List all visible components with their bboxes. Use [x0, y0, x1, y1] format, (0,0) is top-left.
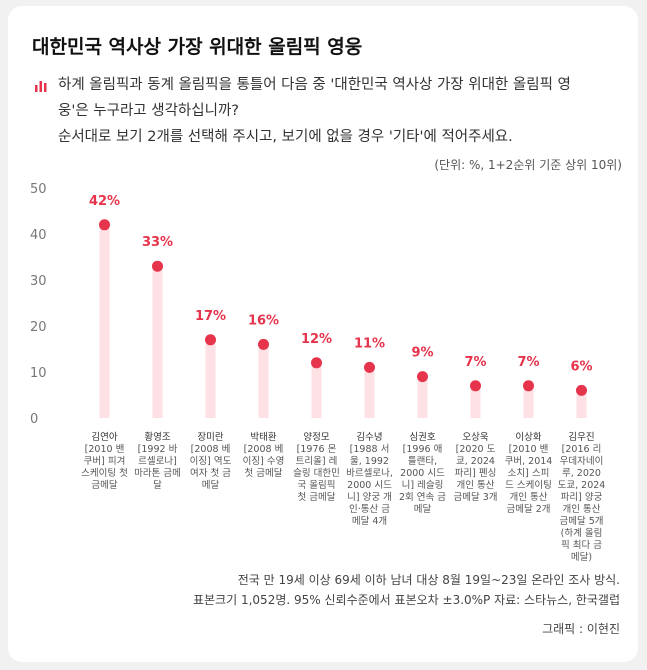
category-note: [2008 베이징] 수영 첫 금메달	[242, 444, 285, 479]
dot	[523, 380, 534, 392]
category-name: 박태환	[250, 432, 277, 443]
dot	[311, 357, 322, 369]
dot	[152, 260, 163, 272]
category-note: [2010 밴쿠버] 피겨 스케이팅 첫 금메달	[81, 444, 128, 491]
category-note: [2020 도쿄, 2024 파리] 펜싱 개인 통산 금메달 3개	[453, 444, 498, 503]
y-tick-label: 30	[30, 274, 47, 289]
bar	[470, 385, 481, 418]
bar	[311, 362, 322, 418]
value-label: 16%	[248, 313, 279, 328]
category-note: [2008 베이징] 역도 여자 첫 금메달	[189, 444, 232, 491]
category-label: 김수녕 [1988 서울, 1992 바르셀로나, 2000 시드니] 양궁 개인…	[346, 432, 394, 528]
value-label: 9%	[411, 346, 433, 361]
category-label: 장미란 [2008 베이징] 역도 여자 첫 금메달	[187, 432, 235, 492]
bar	[364, 367, 375, 418]
category-label: 양정모 [1976 몬트리올] 레슬링 대한민국 올림픽 첫 금메달	[293, 432, 341, 504]
value-label: 7%	[464, 355, 486, 370]
dot	[364, 361, 375, 373]
question: 하계 올림픽과 동계 올림픽을 통틀어 다음 중 '대한민국 역사상 가장 위대…	[58, 72, 571, 150]
category-note: [1992 바르셀로나] 마라톤 금메달	[134, 444, 181, 491]
category-note: [2010 밴쿠버, 2014 소치] 스피드 스케이팅 개인 통산 금메달 2…	[504, 444, 553, 515]
category-note: [1988 서울, 1992 바르셀로나, 2000 시드니] 양궁 개인·통산…	[346, 444, 393, 527]
value-label: 6%	[570, 359, 592, 374]
y-tick-label: 20	[30, 320, 47, 335]
value-label: 7%	[517, 355, 539, 370]
category-label: 이상화 [2010 밴쿠버, 2014 소치] 스피드 스케이팅 개인 통산 금메…	[505, 432, 553, 516]
value-label: 12%	[301, 332, 332, 347]
category-label: 황영조 [1992 바르셀로나] 마라톤 금메달	[134, 432, 182, 492]
y-tick-label: 0	[30, 412, 38, 427]
category-note: [1976 몬트리올] 레슬링 대한민국 올림픽 첫 금메달	[293, 444, 340, 503]
category-name: 이상화	[515, 432, 542, 443]
bar	[205, 339, 216, 418]
value-label: 42%	[89, 194, 120, 209]
category-name: 장미란	[197, 432, 224, 443]
footnote: 전국 만 19세 이상 69세 이하 남녀 대상 8월 19일~23일 온라인 …	[237, 573, 620, 587]
category-label: 김우진 [2016 리우데자네이루, 2020 도쿄, 2024 파리] 양궁 개…	[558, 432, 606, 564]
question-line: 하계 올림픽과 동계 올림픽을 통틀어 다음 중 '대한민국 역사상 가장 위대…	[58, 77, 571, 93]
dot	[258, 338, 269, 350]
chart: 0 10 20 30 40 50 42% 33% 17% 16% 12% 11% 9% 7% 7% 6%	[30, 182, 593, 427]
category-name: 김수녕	[356, 432, 383, 443]
dot	[417, 371, 428, 383]
category-label: 박태환 [2008 베이징] 수영 첫 금메달	[240, 432, 288, 480]
bar	[576, 390, 587, 418]
footnote: 표본크기 1,052명. 95% 신뢰수준에서 표본오차 ±3.0%P 자료: …	[193, 593, 620, 607]
y-tick-label: 10	[30, 366, 47, 381]
bar	[99, 224, 110, 418]
dot	[205, 334, 216, 346]
value-label: 17%	[195, 309, 226, 324]
category-name: 양정모	[303, 432, 330, 443]
category-name: 심권호	[409, 432, 436, 443]
y-tick-label: 50	[30, 182, 47, 197]
category-note: [2016 리우데자네이루, 2020 도쿄, 2024 파리] 양궁 개인 통…	[557, 444, 606, 563]
bar	[152, 266, 163, 418]
footnotes: 전국 만 19세 이상 69세 이하 남녀 대상 8월 19일~23일 온라인 …	[193, 570, 620, 610]
category-name: 김연아	[91, 432, 118, 443]
category-label: 김연아 [2010 밴쿠버] 피겨 스케이팅 첫 금메달	[81, 432, 129, 492]
bar	[523, 385, 534, 418]
question-line: 순서대로 보기 2개를 선택해 주시고, 보기에 없을 경우 '기타'에 적어주…	[58, 129, 513, 145]
y-tick-label: 40	[30, 228, 47, 243]
category-label: 심권호 [1996 애틀랜타, 2000 시드니] 레슬링 2회 연속 금메달	[399, 432, 447, 516]
category-note: [1996 애틀랜타, 2000 시드니] 레슬링 2회 연속 금메달	[398, 444, 447, 515]
unit-note: (단위: %, 1+2순위 기준 상위 10위)	[434, 158, 622, 172]
bar-icon	[35, 81, 47, 92]
card: 대한민국 역사상 가장 위대한 올림픽 영웅 하계 올림픽과 동계 올림픽을 통…	[8, 6, 638, 662]
category-name: 김우진	[568, 432, 595, 443]
dot	[99, 219, 110, 231]
bar	[417, 376, 428, 418]
dot	[576, 384, 587, 396]
question-line: 웅'은 누구라고 생각하십니까?	[58, 103, 239, 119]
value-label: 33%	[142, 235, 173, 250]
bar	[258, 344, 269, 418]
value-label: 11%	[354, 336, 385, 351]
category-name: 황영조	[144, 432, 171, 443]
credit: 그래픽 : 이현진	[542, 622, 620, 636]
dot	[470, 380, 481, 392]
category-name: 오상욱	[462, 432, 489, 443]
category-label: 오상욱 [2020 도쿄, 2024 파리] 펜싱 개인 통산 금메달 3개	[452, 432, 500, 504]
chart-title: 대한민국 역사상 가장 위대한 올림픽 영웅	[32, 36, 363, 58]
